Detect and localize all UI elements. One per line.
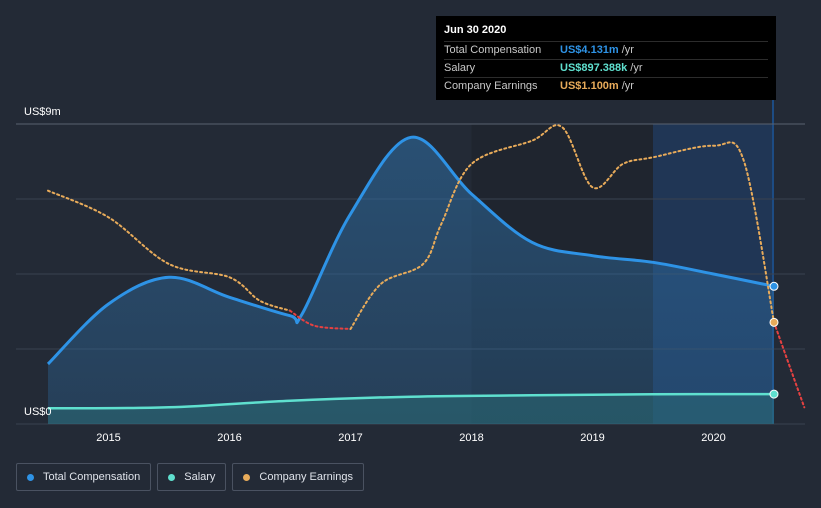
x-tick-label: 2016 bbox=[217, 432, 241, 444]
total-compensation-line bbox=[46, 135, 775, 366]
y-axis-max-label: US$9m bbox=[24, 106, 61, 118]
legend-dot-icon bbox=[27, 473, 34, 481]
tooltip-value: US$4.131m bbox=[560, 44, 619, 56]
tooltip-unit: /yr bbox=[621, 44, 634, 56]
tooltip-label: Salary bbox=[444, 62, 476, 74]
legend-label: Salary bbox=[184, 471, 216, 483]
legend-dot-icon bbox=[168, 473, 176, 481]
x-tick-label: 2017 bbox=[338, 432, 362, 444]
salary-marker bbox=[769, 389, 779, 399]
series-layer bbox=[46, 124, 806, 424]
company-earnings-line bbox=[349, 124, 775, 330]
legend-label: Company Earnings bbox=[259, 471, 353, 483]
legend-item-company-earnings[interactable]: Company Earnings bbox=[232, 463, 364, 491]
y-axis-min-label: US$0 bbox=[24, 406, 52, 418]
legend-dot-icon bbox=[243, 473, 251, 481]
legend: Total Compensation Salary Company Earnin… bbox=[16, 463, 364, 491]
x-tick-label: 2020 bbox=[701, 432, 725, 444]
tooltip-value: US$897.388k bbox=[560, 62, 628, 74]
tooltip: Jun 30 2020 Total Compensation US$4.131m… bbox=[436, 16, 776, 100]
hover-line bbox=[772, 96, 774, 424]
company-earnings-line-decline bbox=[773, 321, 806, 409]
x-tick-label: 2015 bbox=[96, 432, 120, 444]
x-tick-label: 2019 bbox=[580, 432, 604, 444]
total-compensation-area bbox=[48, 137, 774, 424]
legend-label: Total Compensation bbox=[43, 471, 141, 483]
total-compensation-marker bbox=[769, 281, 779, 291]
salary-line bbox=[47, 392, 775, 410]
tooltip-row-total-compensation: Total Compensation US$4.131m /yr bbox=[444, 41, 768, 59]
end-markers bbox=[769, 281, 779, 399]
x-tick-label: 2018 bbox=[459, 432, 483, 444]
tooltip-unit: /yr bbox=[621, 80, 634, 92]
company-earnings-line bbox=[47, 189, 291, 312]
tooltip-label: Company Earnings bbox=[444, 80, 538, 92]
tooltip-row-company-earnings: Company Earnings US$1.100m /yr bbox=[444, 77, 768, 95]
legend-item-total-compensation[interactable]: Total Compensation bbox=[16, 463, 152, 491]
tooltip-row-salary: Salary US$897.388k /yr bbox=[444, 59, 768, 77]
company-earnings-marker bbox=[769, 317, 779, 327]
company-earnings-line-decline bbox=[289, 309, 352, 330]
salary-area bbox=[48, 394, 774, 424]
tooltip-unit: /yr bbox=[630, 62, 643, 74]
x-axis-ticks: 2015 2016 2017 2018 2019 2020 bbox=[96, 432, 725, 444]
tooltip-date: Jun 30 2020 bbox=[444, 24, 507, 36]
legend-item-salary[interactable]: Salary bbox=[157, 463, 227, 491]
tooltip-value: US$1.100m bbox=[560, 80, 619, 92]
tooltip-label: Total Compensation bbox=[444, 44, 542, 56]
